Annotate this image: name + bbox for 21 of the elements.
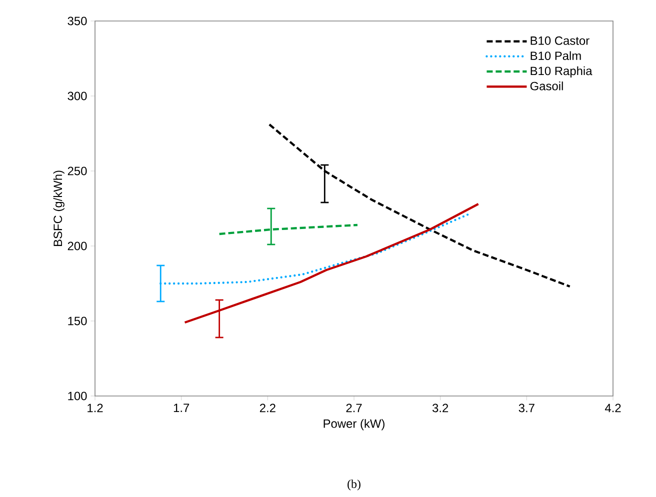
y-tick-label: 150 xyxy=(68,316,87,326)
y-tick-label: 300 xyxy=(68,92,87,100)
y-tick-label: 200 xyxy=(68,242,87,250)
y-tick-label: 350 xyxy=(68,16,87,26)
y-tick-label: 100 xyxy=(68,392,87,400)
x-tick-label: 1.2 xyxy=(88,404,103,412)
x-tick-label: 3.2 xyxy=(432,404,448,412)
text: (b) xyxy=(348,480,360,490)
legend-label: B10 Raphia xyxy=(530,66,592,78)
x-tick-label: 3.7 xyxy=(518,404,534,412)
legend-label: B10 Castor xyxy=(530,36,590,45)
line-series xyxy=(268,123,571,288)
y-tick-label: 250 xyxy=(68,166,87,176)
legend-label: B10 Palm xyxy=(530,51,581,60)
x-tick-label: 2.7 xyxy=(346,404,362,412)
x-tick-label: 1.7 xyxy=(174,404,190,412)
x-tick-label: 2.2 xyxy=(260,404,276,412)
y-axis-title: BSFC (g/kWh) xyxy=(53,170,64,246)
x-axis-title: Power (kW) xyxy=(324,419,384,430)
x-tick-label: 4.2 xyxy=(604,404,621,412)
legend-label: Gasoil xyxy=(530,82,563,90)
